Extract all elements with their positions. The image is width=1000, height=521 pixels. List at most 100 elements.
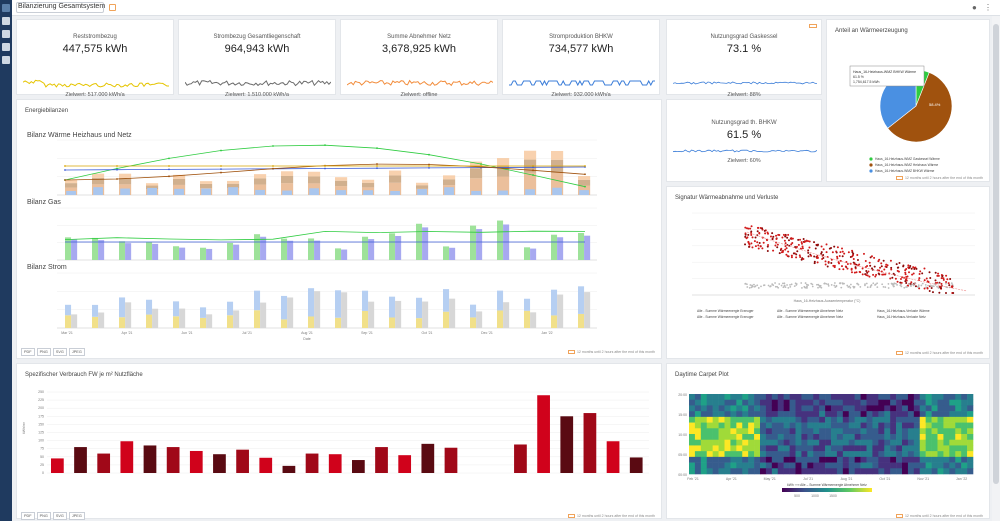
carpet-cell[interactable] bbox=[807, 451, 814, 458]
carpet-cell[interactable] bbox=[760, 428, 767, 435]
bar-heat[interactable] bbox=[92, 173, 105, 178]
carpet-cell[interactable] bbox=[813, 445, 820, 452]
scatter-point[interactable] bbox=[861, 267, 864, 270]
carpet-cell[interactable] bbox=[706, 468, 713, 475]
carpet-cell[interactable] bbox=[896, 439, 903, 446]
scatter-point[interactable] bbox=[904, 273, 907, 276]
carpet-cell[interactable] bbox=[742, 439, 749, 446]
scatter-point-loss[interactable] bbox=[925, 286, 927, 289]
scatter-point[interactable] bbox=[856, 253, 859, 256]
carpet-cell[interactable] bbox=[913, 394, 921, 401]
scatter-point[interactable] bbox=[852, 258, 855, 261]
scatter-point[interactable] bbox=[952, 292, 955, 294]
bar-heat[interactable] bbox=[443, 179, 456, 186]
carpet-cell[interactable] bbox=[813, 439, 820, 446]
carpet-cell[interactable] bbox=[866, 451, 873, 458]
scatter-point[interactable] bbox=[910, 281, 913, 284]
carpet-cell[interactable] bbox=[689, 411, 696, 418]
scatter-point[interactable] bbox=[750, 230, 753, 233]
scatter-point-loss[interactable] bbox=[784, 286, 787, 289]
scatter-point-loss[interactable] bbox=[857, 283, 860, 286]
carpet-cell[interactable] bbox=[919, 445, 926, 452]
bar-gas[interactable] bbox=[119, 241, 126, 260]
carpet-cell[interactable] bbox=[771, 456, 779, 463]
bar-heat-small[interactable] bbox=[309, 188, 319, 195]
carpet-cell[interactable] bbox=[872, 399, 879, 406]
scatter-point[interactable] bbox=[745, 227, 748, 230]
bar-heat[interactable] bbox=[200, 181, 213, 184]
scatter-point[interactable] bbox=[918, 273, 921, 276]
bar-gas[interactable] bbox=[173, 246, 180, 260]
scatter-point[interactable] bbox=[750, 242, 753, 245]
bar-heat[interactable] bbox=[416, 182, 429, 186]
carpet-cell[interactable] bbox=[831, 456, 838, 463]
carpet-plot-chart[interactable]: kWh ⟹ Alle – Summe Wärmeenergie Abnehmer… bbox=[667, 364, 991, 520]
carpet-cell[interactable] bbox=[913, 445, 921, 452]
bar-gas[interactable] bbox=[125, 243, 132, 260]
scatter-point-loss[interactable] bbox=[783, 285, 786, 287]
scatter-point[interactable] bbox=[774, 244, 777, 247]
carpet-cell[interactable] bbox=[961, 399, 968, 406]
bar-strom[interactable] bbox=[368, 301, 375, 328]
carpet-cell[interactable] bbox=[825, 451, 832, 458]
pie-chart[interactable]: 58.4% Haus_16-Heizhaus-WMZ BHKW Wärme 61… bbox=[827, 20, 991, 183]
scatter-point[interactable] bbox=[934, 271, 937, 274]
carpet-cell[interactable] bbox=[949, 434, 956, 441]
carpet-cell[interactable] bbox=[913, 416, 921, 423]
carpet-cell[interactable] bbox=[777, 428, 784, 435]
bar-gas[interactable] bbox=[443, 246, 450, 260]
carpet-cell[interactable] bbox=[706, 422, 713, 429]
carpet-cell[interactable] bbox=[754, 405, 761, 412]
carpet-cell[interactable] bbox=[842, 399, 850, 406]
scatter-point-loss[interactable] bbox=[833, 282, 836, 284]
carpet-cell[interactable] bbox=[937, 439, 944, 446]
bar-heat[interactable] bbox=[308, 176, 321, 184]
carpet-cell[interactable] bbox=[931, 428, 938, 435]
carpet-cell[interactable] bbox=[712, 416, 719, 423]
carpet-cell[interactable] bbox=[961, 405, 968, 412]
carpet-cell[interactable] bbox=[831, 462, 838, 469]
carpet-cell[interactable] bbox=[907, 428, 915, 435]
carpet-cell[interactable] bbox=[760, 439, 767, 446]
scatter-point[interactable] bbox=[754, 245, 757, 248]
scatter-point-loss[interactable] bbox=[864, 284, 866, 287]
carpet-cell[interactable] bbox=[718, 399, 725, 406]
scatter-point[interactable] bbox=[897, 270, 900, 273]
carpet-cell[interactable] bbox=[967, 434, 974, 441]
carpet-cell[interactable] bbox=[967, 416, 974, 423]
carpet-cell[interactable] bbox=[783, 394, 790, 401]
scatter-point-loss[interactable] bbox=[786, 284, 788, 286]
carpet-cell[interactable] bbox=[902, 416, 909, 423]
scatter-point[interactable] bbox=[820, 252, 823, 255]
carpet-cell[interactable] bbox=[694, 399, 702, 406]
carpet-cell[interactable] bbox=[931, 394, 938, 401]
scatter-point[interactable] bbox=[841, 247, 844, 250]
bar-heat[interactable] bbox=[146, 185, 159, 190]
carpet-cell[interactable] bbox=[819, 422, 826, 429]
carpet-cell[interactable] bbox=[724, 422, 731, 429]
carpet-cell[interactable] bbox=[748, 434, 755, 441]
carpet-cell[interactable] bbox=[712, 411, 719, 418]
carpet-cell[interactable] bbox=[931, 434, 938, 441]
scatter-point[interactable] bbox=[813, 241, 816, 244]
carpet-cell[interactable] bbox=[813, 462, 820, 469]
carpet-cell[interactable] bbox=[967, 394, 974, 401]
scatter-point[interactable] bbox=[908, 266, 911, 269]
carpet-cell[interactable] bbox=[706, 394, 713, 401]
carpet-cell[interactable] bbox=[967, 468, 974, 475]
bar-gas[interactable] bbox=[584, 235, 591, 260]
gas-line[interactable] bbox=[64, 230, 586, 241]
carpet-cell[interactable] bbox=[836, 434, 844, 441]
scatter-point[interactable] bbox=[923, 287, 926, 290]
carpet-cell[interactable] bbox=[694, 422, 702, 429]
export-png-button[interactable]: PNG bbox=[36, 348, 51, 356]
carpet-cell[interactable] bbox=[878, 422, 885, 429]
carpet-cell[interactable] bbox=[730, 411, 737, 418]
carpet-cell[interactable] bbox=[907, 416, 915, 423]
bar-heat-small[interactable] bbox=[93, 187, 103, 195]
carpet-cell[interactable] bbox=[866, 445, 873, 452]
carpet-cell[interactable] bbox=[890, 399, 897, 406]
scatter-point[interactable] bbox=[868, 261, 871, 264]
carpet-cell[interactable] bbox=[902, 394, 909, 401]
carpet-cell[interactable] bbox=[777, 394, 784, 401]
